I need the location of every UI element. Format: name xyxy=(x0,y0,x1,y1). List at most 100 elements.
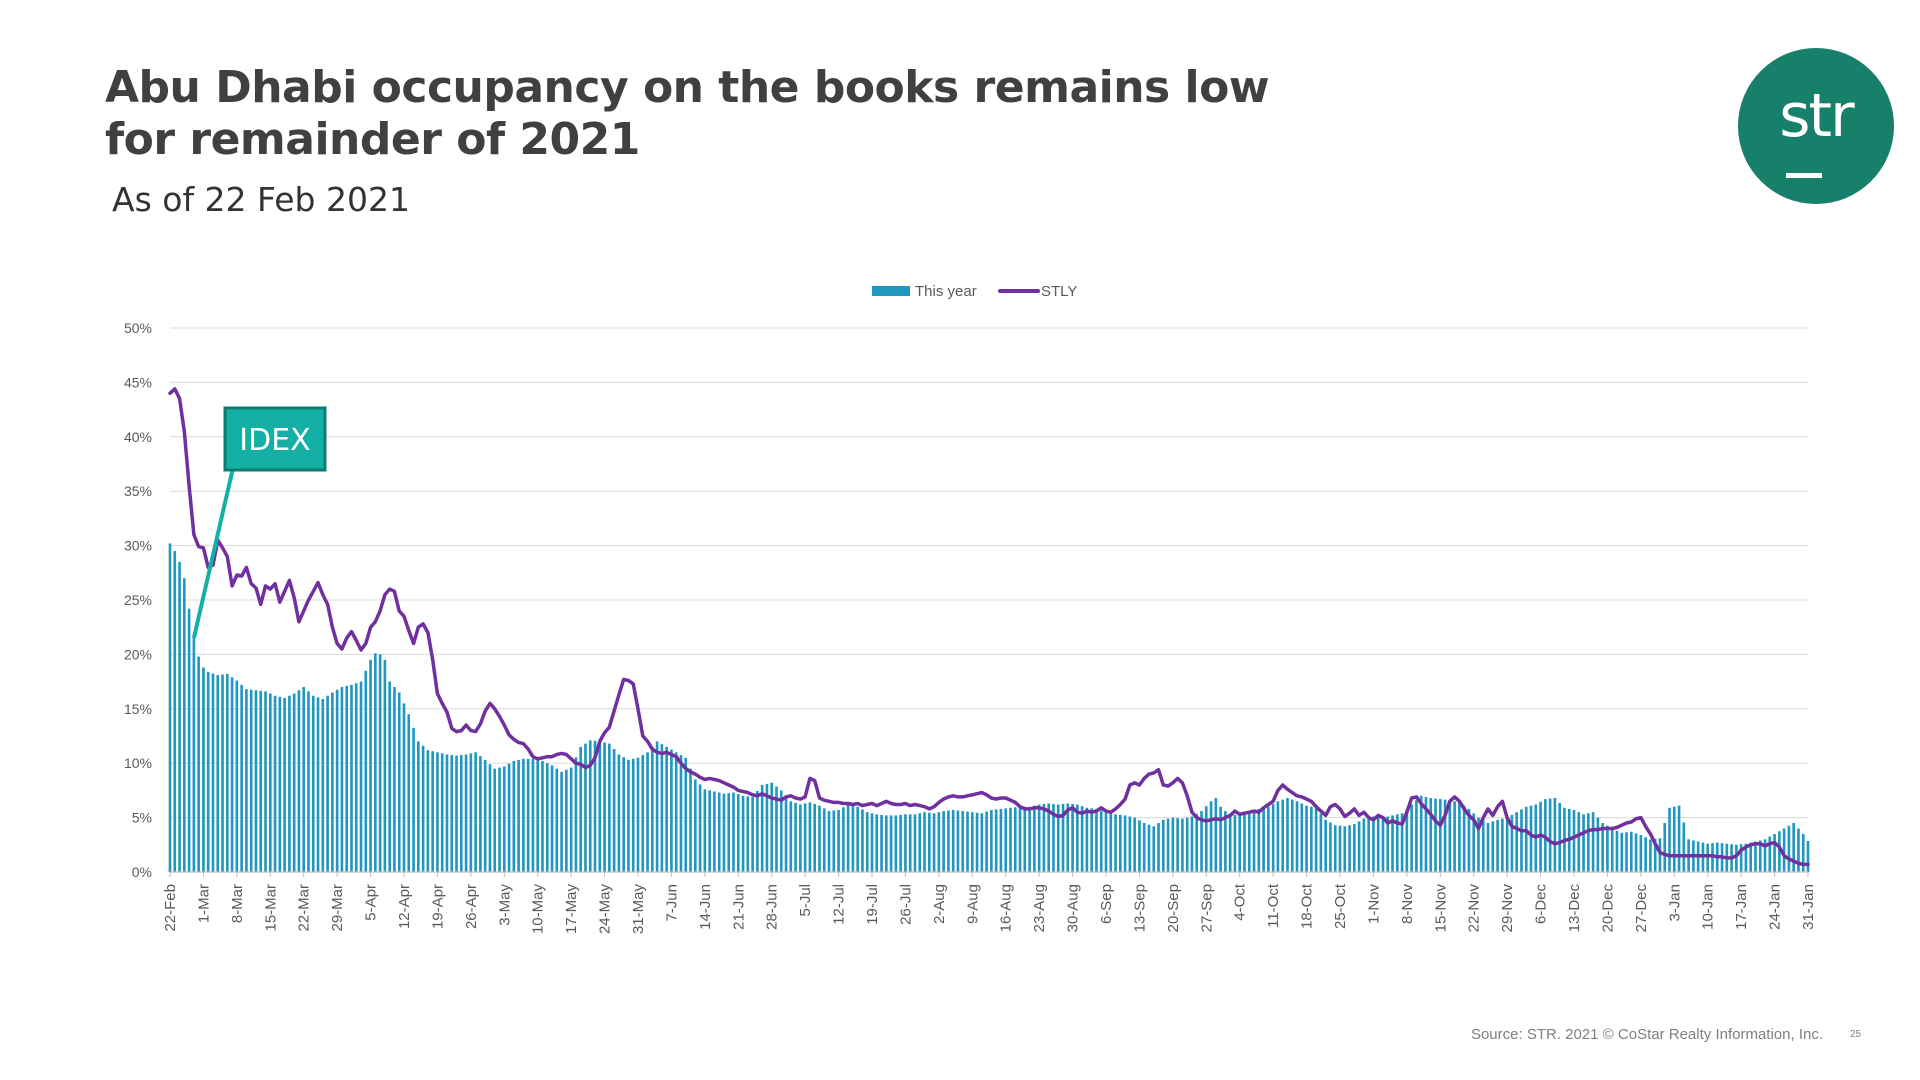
bar-this-year xyxy=(1147,824,1151,872)
x-tick-label: 9-Aug xyxy=(964,884,981,924)
bar-this-year xyxy=(799,804,802,872)
bar-this-year xyxy=(1185,817,1189,872)
bar-this-year xyxy=(417,741,420,872)
bar-this-year xyxy=(1395,814,1399,872)
bar-this-year xyxy=(1424,796,1428,872)
bar-this-year xyxy=(1238,814,1242,872)
bar-this-year xyxy=(684,757,688,872)
bar-this-year xyxy=(746,796,750,872)
bar-this-year xyxy=(1706,843,1710,872)
bar-this-year xyxy=(1157,823,1160,872)
bar-this-year xyxy=(1243,813,1246,872)
bar-this-year xyxy=(1357,821,1361,872)
bar-this-year xyxy=(1735,844,1738,872)
bar-this-year xyxy=(1013,807,1017,872)
x-tick-label: 14-Jun xyxy=(697,884,714,930)
bar-this-year xyxy=(1415,800,1418,872)
bar-this-year xyxy=(1353,824,1356,872)
bar-this-year xyxy=(1381,817,1385,872)
x-tick-label: 24-Jan xyxy=(1767,884,1784,930)
bar-this-year xyxy=(1142,823,1146,872)
bar-this-year xyxy=(402,703,406,872)
bar-this-year xyxy=(1625,832,1628,872)
bar-this-year xyxy=(1080,806,1084,872)
bar-this-year xyxy=(937,812,941,872)
bar-this-year xyxy=(856,806,859,872)
bar-this-year xyxy=(765,783,769,872)
legend-label-stly: STLY xyxy=(1041,283,1077,300)
line-series-stly xyxy=(168,387,1810,867)
bar-this-year xyxy=(1553,798,1557,872)
bar-this-year xyxy=(1085,807,1089,872)
bar-this-year xyxy=(1649,839,1652,872)
x-tick-label: 6-Dec xyxy=(1533,884,1550,925)
bar-this-year xyxy=(1481,820,1485,872)
bar-this-year xyxy=(670,749,673,872)
bar-this-year xyxy=(569,767,573,872)
bar-this-year xyxy=(507,763,511,872)
bar-this-year xyxy=(584,743,587,872)
bar-this-year xyxy=(1629,831,1633,872)
bar-this-year xyxy=(1166,818,1170,872)
bar-this-year xyxy=(1572,809,1576,872)
bar-this-year xyxy=(794,802,797,872)
bar-this-year xyxy=(240,684,243,872)
bar-this-year xyxy=(1778,831,1781,872)
bar-this-year xyxy=(1324,819,1327,872)
bar-this-year xyxy=(980,813,984,872)
bar-this-year xyxy=(927,812,931,872)
bar-this-year xyxy=(1372,816,1375,872)
bar-this-year xyxy=(1515,812,1519,872)
bar-this-year xyxy=(393,687,396,872)
x-tick-label: 20-Dec xyxy=(1599,884,1616,933)
bar-this-year xyxy=(211,673,215,872)
bar-this-year xyxy=(1300,803,1304,872)
bar-this-year xyxy=(1061,804,1065,872)
bar-this-year xyxy=(760,784,764,872)
axes: 0% 5% 10% 15% 20% 25% 30% 35% 40% 45% 50% 22-Feb 1-M… xyxy=(124,320,1817,934)
bar-this-year xyxy=(1682,822,1686,872)
x-tick-label: 28-Jun xyxy=(764,884,781,930)
bar-this-year xyxy=(1257,808,1261,872)
x-tick-label: 2-Aug xyxy=(931,884,948,924)
bar-this-year xyxy=(693,779,697,872)
bar-this-year xyxy=(1620,832,1624,872)
bar-this-year xyxy=(1343,826,1347,872)
bar-this-year xyxy=(1754,841,1757,872)
bar-this-year xyxy=(1290,799,1294,872)
chart-legend: This year STLY xyxy=(872,283,1077,300)
bar-this-year xyxy=(259,690,263,872)
bar-this-year xyxy=(364,670,368,872)
bar-this-year xyxy=(1672,806,1676,872)
bar-this-year xyxy=(378,654,382,872)
bar-this-year xyxy=(1462,805,1466,872)
bar-this-year xyxy=(1090,808,1093,872)
bar-this-year xyxy=(1410,804,1413,872)
bar-this-year xyxy=(421,745,425,872)
y-tick-label: 20% xyxy=(124,646,152,662)
bar-this-year xyxy=(970,812,974,872)
bar-this-year xyxy=(335,689,339,872)
bar-this-year xyxy=(1276,801,1280,872)
bar-this-year xyxy=(775,786,778,872)
bar-this-year xyxy=(851,805,855,872)
bar-this-year xyxy=(736,794,740,872)
bar-this-year xyxy=(994,809,998,872)
bar-this-year xyxy=(249,689,253,872)
bar-this-year xyxy=(1176,818,1179,872)
bar-this-year xyxy=(880,814,883,872)
bar-this-year xyxy=(1792,823,1795,872)
bar-this-year xyxy=(1663,823,1667,872)
y-tick-label: 40% xyxy=(124,429,152,445)
bar-this-year xyxy=(526,758,530,872)
legend-swatch-this-year xyxy=(872,286,910,296)
bar-this-year xyxy=(1247,812,1251,872)
bar-this-year xyxy=(359,681,363,872)
bar-this-year xyxy=(889,815,893,872)
bar-this-year xyxy=(498,767,501,872)
bar-this-year xyxy=(1305,805,1308,872)
bar-this-year xyxy=(230,677,234,872)
bar-this-year xyxy=(1472,813,1476,872)
bar-this-year xyxy=(789,801,793,872)
bar-this-year xyxy=(1114,814,1117,872)
